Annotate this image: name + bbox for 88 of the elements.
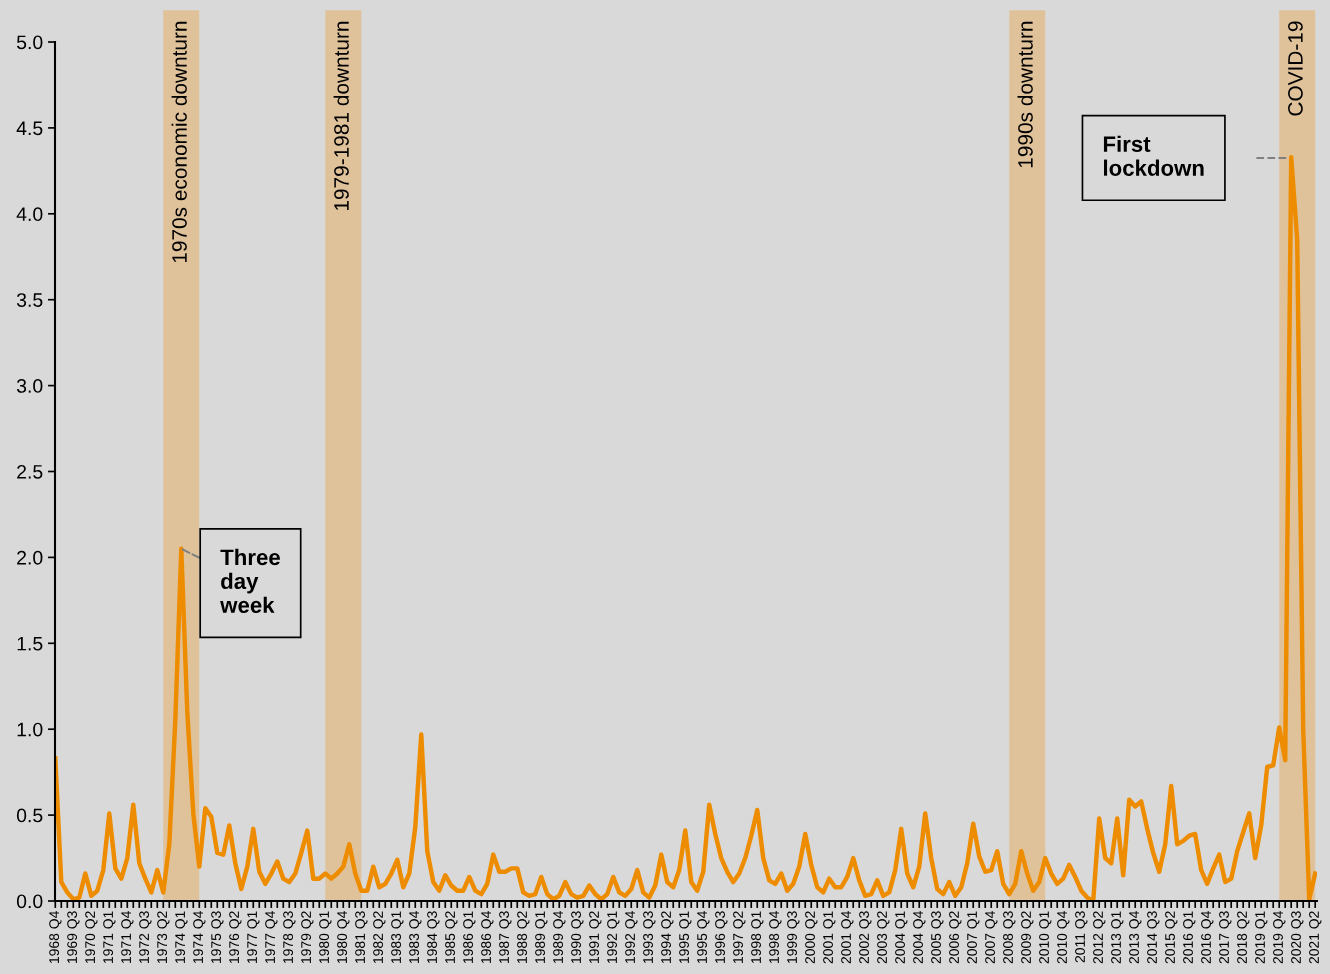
x-tick-label: 2004 Q1 [895,911,908,964]
x-tick-label: 1969 Q3 [67,911,80,963]
x-tick-label: 2018 Q2 [1237,911,1250,964]
x-tick-label: 2021 Q2 [1309,911,1322,964]
x-tick-label: 2015 Q2 [1165,911,1178,964]
x-tick-label: 1973 Q2 [157,911,170,963]
x-tick-label: 2011 Q3 [1075,911,1088,963]
x-tick-label: 1998 Q4 [769,911,782,963]
x-tick-label: 2008 Q3 [1003,911,1016,964]
x-tick-label: 1986 Q1 [463,911,476,963]
x-tick-label: 1979 Q2 [301,911,314,963]
x-tick-label: 1991 Q2 [589,911,602,963]
x-tick-label: 2007 Q4 [985,911,998,964]
x-tick-label: 1978 Q3 [283,911,296,963]
x-tick-label: 1992 Q4 [625,911,638,963]
band-label: COVID-19 [1288,21,1303,116]
x-tick-label: 1971 Q4 [121,911,134,963]
annotation: Three day week [220,548,280,614]
x-tick-label: 1992 Q1 [607,911,620,963]
x-tick-label: 1996 Q3 [715,911,728,963]
x-tick-label: 1986 Q4 [481,911,494,963]
x-tick-label: 2019 Q1 [1255,911,1268,964]
x-tick-label: 2003 Q2 [877,911,890,964]
x-tick-label: 1995 Q1 [679,911,692,963]
y-tick-label: 1.0 [17,722,43,737]
x-tick-label: 1997 Q2 [733,911,746,963]
x-tick-label: 1974 Q1 [175,911,188,963]
x-tick-label: 1994 Q2 [661,911,674,963]
x-tick-label: 2016 Q1 [1183,911,1196,964]
x-tick-label: 1989 Q4 [553,911,566,963]
y-tick-label: 0.5 [16,808,43,823]
y-tick-label: 1.5 [17,636,43,651]
y-tick-label: 3.0 [16,379,43,393]
x-tick-label: 2017 Q3 [1219,911,1232,964]
x-tick-label: 1980 Q1 [319,911,332,963]
x-tick-label: 2001 Q1 [823,911,836,964]
x-tick-label: 1968 Q4 [49,911,62,963]
x-tick-label: 1998 Q1 [751,911,764,963]
x-tick-label: 1989 Q1 [535,911,548,963]
x-tick-label: 1987 Q3 [499,911,512,963]
y-tick-label: 4.0 [16,207,43,222]
x-tick-label: 2006 Q2 [949,911,962,964]
band-label: 1979-1981 downturn [333,21,349,211]
x-tick-label: 1970 Q2 [85,911,98,963]
y-tick-label: 3.5 [16,293,43,307]
x-tick-label: 2001 Q4 [841,911,854,964]
x-tick-label: 1976 Q2 [229,911,242,963]
x-tick-label: 2010 Q4 [1057,911,1070,964]
band-label: 1990s downturn [1017,21,1033,168]
y-tick-label: 4.5 [16,121,43,136]
x-tick-label: 1993 Q3 [643,911,656,963]
x-tick-label: 1977 Q4 [265,911,278,963]
x-tick-label: 1972 Q3 [139,911,152,963]
y-tick-label: 2.0 [17,550,43,565]
annotation: First lockdown [1103,135,1204,176]
x-tick-label: 2013 Q4 [1129,911,1142,964]
x-tick-label: 2005 Q3 [931,911,944,964]
y-tick-label: 2.5 [17,464,43,479]
x-tick-label: 1999 Q3 [787,911,800,963]
y-tick-label: 5.0 [16,35,43,50]
x-tick-label: 2012 Q2 [1093,911,1106,964]
x-tick-label: 2002 Q3 [859,911,872,964]
x-tick-label: 1990 Q3 [571,911,584,963]
x-tick-label: 2019 Q4 [1273,911,1286,964]
x-tick-label: 1980 Q4 [337,911,350,963]
x-tick-label: 1995 Q4 [697,911,710,963]
x-tick-label: 1974 Q4 [193,911,206,963]
x-tick-label: 1985 Q2 [445,911,458,963]
x-tick-label: 1983 Q1 [391,911,404,963]
x-tick-label: 2020 Q3 [1291,911,1304,964]
x-tick-label: 2007 Q1 [967,911,980,964]
x-tick-label: 1983 Q4 [409,911,422,963]
x-tick-label: 1977 Q1 [247,911,260,963]
x-tick-label: 2010 Q1 [1039,911,1052,964]
x-tick-label: 1984 Q3 [427,911,440,963]
x-tick-label: 2014 Q3 [1147,911,1160,964]
x-tick-label: 2009 Q2 [1021,911,1034,964]
x-tick-label: 2000 Q2 [805,911,818,964]
x-tick-label: 2004 Q4 [913,911,926,964]
x-tick-label: 1971 Q1 [103,911,116,963]
x-tick-label: 1975 Q3 [211,911,224,963]
x-tick-label: 2016 Q4 [1201,911,1214,964]
band-label: 1970s economic downturn [171,21,187,263]
x-tick-label: 1982 Q2 [373,911,386,963]
x-tick-label: 2013 Q1 [1111,911,1124,964]
y-tick-label: 0.0 [16,894,43,909]
x-tick-label: 1988 Q2 [517,911,530,963]
x-tick-label: 1981 Q3 [355,911,368,963]
